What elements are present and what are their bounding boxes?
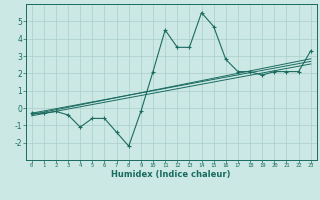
X-axis label: Humidex (Indice chaleur): Humidex (Indice chaleur) bbox=[111, 170, 231, 179]
